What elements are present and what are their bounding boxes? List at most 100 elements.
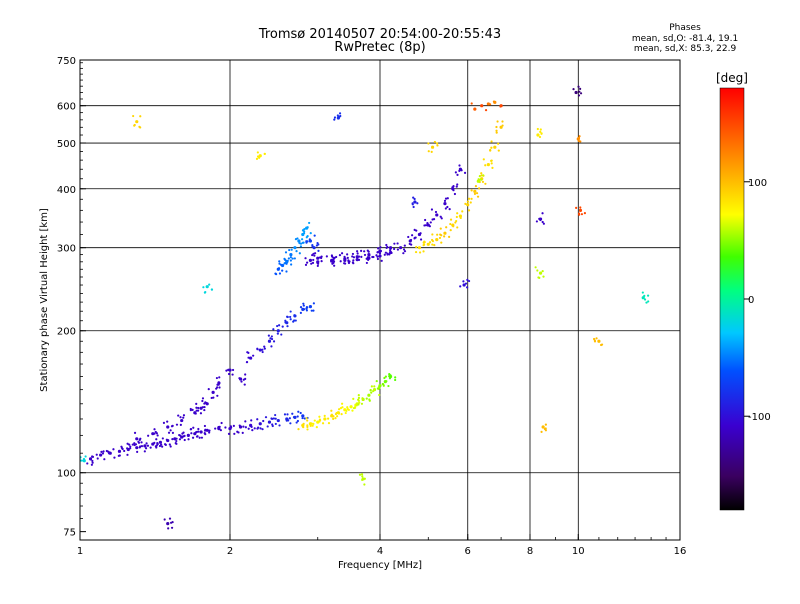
scatter-echo [489,103,492,106]
scatter-echo [246,351,249,354]
scatter-echo [456,226,459,229]
y-tick-label: 750 [57,56,76,67]
scatter-echo [577,94,581,97]
scatter-echo [338,115,341,119]
x-tick-label: 1 [77,546,83,557]
scatter-echo [393,242,396,245]
scatter-echo [436,233,439,236]
scatter-echo [132,114,135,118]
scatter-echo [199,412,203,415]
scatter-echo [320,256,323,260]
scatter-echo [217,383,220,386]
scatter-point [205,285,209,289]
scatter-echo [167,431,171,434]
y-tick-label: 200 [57,327,76,338]
scatter-echo [538,135,542,139]
scatter-echo [422,250,425,253]
scatter-echo [146,444,150,447]
scatter-echo [378,387,381,390]
scatter-echo [572,88,575,91]
scatter-echo [304,263,308,267]
scatter-echo [480,174,483,177]
scatter-echo [333,264,336,267]
scatter-echo [288,417,291,420]
scatter-echo [352,259,355,262]
scatter-echo [293,246,296,249]
scatter-echo [309,424,312,427]
scatter-echo [435,142,439,145]
scatter-echo [428,241,432,244]
scatter-echo [285,270,288,273]
scatter-echo [269,337,272,340]
scatter-echo [297,410,300,413]
scatter-echo [495,131,498,134]
scatter-echo [189,409,192,412]
scatter-echo [301,233,304,236]
scatter-echo [306,261,309,264]
scatter-echo [256,347,259,350]
scatter-echo [165,438,168,441]
scatter-echo [497,149,500,152]
scatter-echo [290,263,293,266]
scatter-echo [156,434,159,437]
scatter-echo [261,428,264,431]
scatter-echo [577,136,581,139]
scatter-echo [218,386,221,389]
scatter-echo [133,442,136,445]
scatter-echo [308,221,311,225]
scatter-echo [327,422,331,425]
scatter-echo [256,427,259,430]
scatter-echo [470,102,473,105]
scatter-echo [380,259,383,262]
scatter-echo [274,417,277,420]
data-points [80,85,650,530]
scatter-point [258,422,262,426]
scatter-echo [432,218,436,221]
scatter-echo [501,120,504,123]
scatter-echo [208,429,211,432]
scatter-echo [302,241,305,244]
scatter-echo [280,333,283,336]
scatter-echo [577,212,581,215]
scatter-echo [190,432,193,435]
x-tick-label: 6 [465,546,471,557]
scatter-echo [440,241,443,244]
scatter-point [258,154,262,158]
scatter-echo [171,431,175,434]
scatter-echo [343,255,346,258]
scatter-echo [330,255,334,258]
scatter-echo [310,422,313,425]
y-tick-label: 75 [63,528,76,539]
scatter-echo [306,428,309,431]
scatter-echo [375,379,378,383]
scatter-echo [331,415,334,418]
scatter-echo [430,150,433,153]
scatter-echo [491,166,494,169]
scatter-echo [416,202,419,205]
scatter-echo [541,270,544,273]
scatter-echo [431,243,434,246]
scatter-echo [310,309,313,312]
scatter-echo [419,238,423,241]
scatter-echo [138,438,141,441]
scatter-echo [465,286,469,289]
scatter-echo [478,175,481,178]
scatter-echo [376,251,380,254]
scatter-echo [436,144,439,147]
scatter-echo [423,241,426,244]
scatter-echo [195,402,198,405]
scatter-echo [155,432,158,435]
scatter-echo [490,159,493,162]
scatter-point [343,258,347,262]
scatter-echo [379,246,382,249]
scatter-echo [317,243,320,246]
scatter-echo [91,459,94,463]
scatter-point [435,238,439,242]
scatter-echo [414,236,417,239]
scatter-echo [197,406,200,410]
scatter-echo [295,250,298,253]
scatter-echo [315,426,318,429]
scatter-echo [456,173,459,176]
scatter-echo [387,384,390,388]
